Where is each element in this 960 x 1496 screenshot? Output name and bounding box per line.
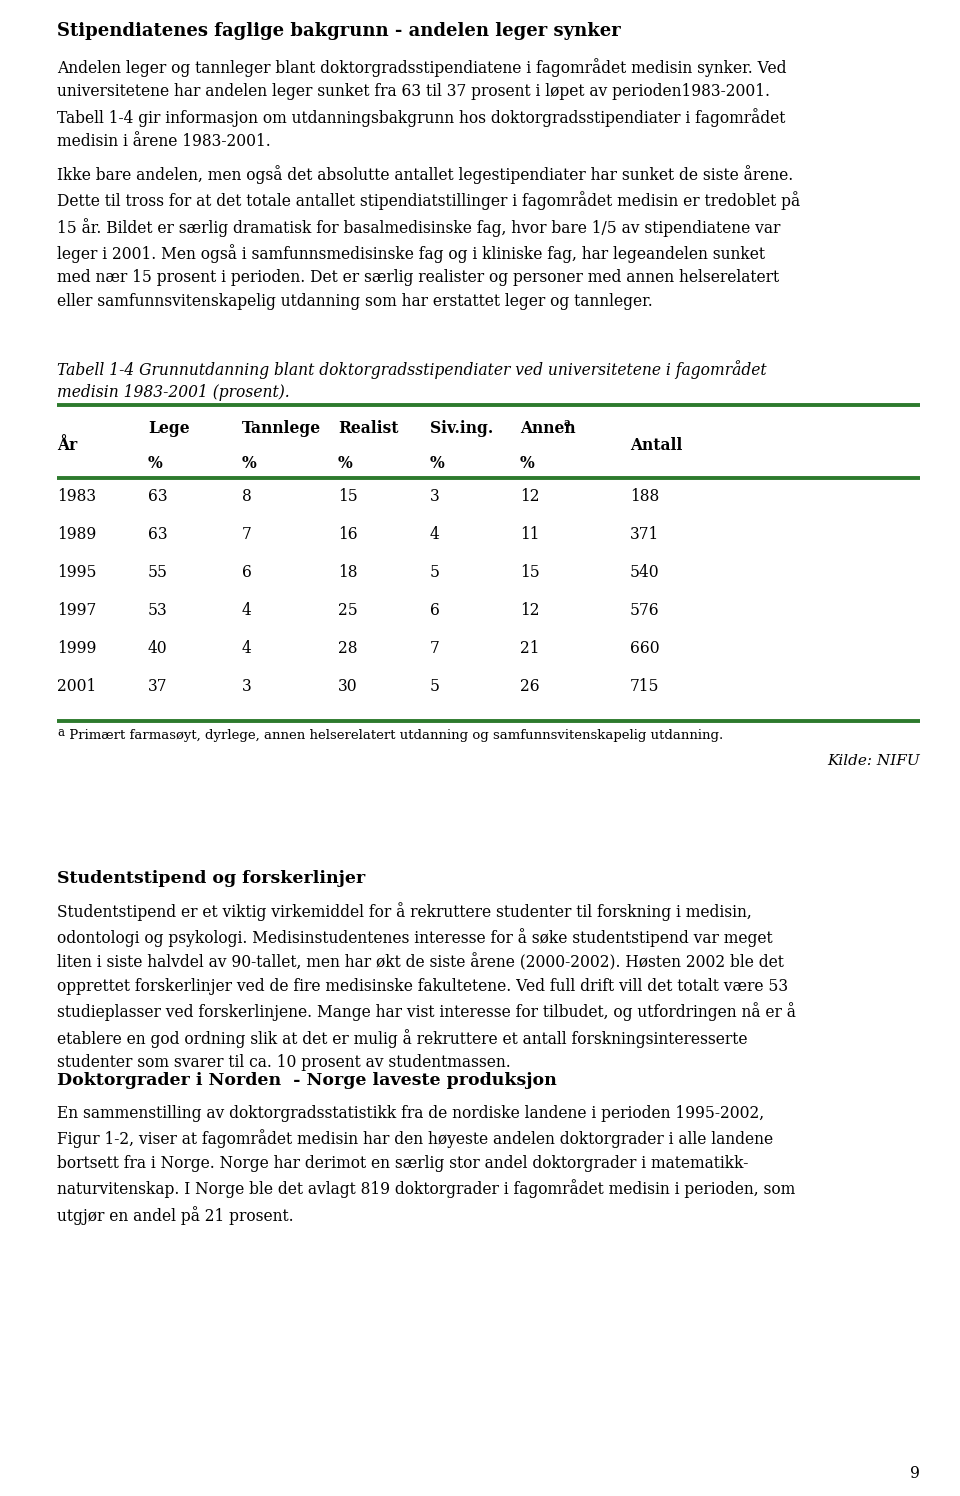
Text: Ikke bare andelen, men også det absolutte antallet legestipendiater har sunket d: Ikke bare andelen, men også det absolutt… [57,165,800,310]
Text: 63: 63 [148,488,168,506]
Text: 8: 8 [242,488,252,506]
Text: 576: 576 [630,601,660,619]
Text: 55: 55 [148,564,168,580]
Text: Andelen leger og tannleger blant doktorgradsstipendiatene i fagområdet medisin s: Andelen leger og tannleger blant doktorg… [57,58,786,150]
Text: 53: 53 [148,601,168,619]
Text: Kilde: NIFU: Kilde: NIFU [828,754,920,767]
Text: Annen: Annen [520,420,576,437]
Text: 15: 15 [338,488,358,506]
Text: 18: 18 [338,564,357,580]
Text: 540: 540 [630,564,660,580]
Text: 2001: 2001 [57,678,96,696]
Text: %: % [520,455,535,473]
Text: 1999: 1999 [57,640,96,657]
Text: 7: 7 [242,527,252,543]
Text: 15: 15 [520,564,540,580]
Text: %: % [430,455,444,473]
Text: 12: 12 [520,601,540,619]
Text: 4: 4 [242,601,252,619]
Text: Studentstipend og forskerlinjer: Studentstipend og forskerlinjer [57,871,365,887]
Text: 30: 30 [338,678,358,696]
Text: 1995: 1995 [57,564,97,580]
Text: 28: 28 [338,640,357,657]
Text: Antall: Antall [630,437,683,453]
Text: Studentstipend er et viktig virkemiddel for å rekruttere studenter til forskning: Studentstipend er et viktig virkemiddel … [57,902,796,1071]
Text: 5: 5 [430,678,440,696]
Text: 3: 3 [242,678,252,696]
Text: 3: 3 [430,488,440,506]
Text: Stipendiatenes faglige bakgrunn - andelen leger synker: Stipendiatenes faglige bakgrunn - andele… [57,22,621,40]
Text: 40: 40 [148,640,168,657]
Text: 37: 37 [148,678,167,696]
Text: Siv.ing.: Siv.ing. [430,420,493,437]
Text: 715: 715 [630,678,660,696]
Text: Tabell 1-4 Grunnutdanning blant doktorgradsstipendiater ved universitetene i fag: Tabell 1-4 Grunnutdanning blant doktorgr… [57,361,767,401]
Text: Tannlege: Tannlege [242,420,322,437]
Text: 25: 25 [338,601,358,619]
Text: 4: 4 [242,640,252,657]
Text: 660: 660 [630,640,660,657]
Text: En sammenstilling av doktorgradsstatistikk fra de nordiske landene i perioden 19: En sammenstilling av doktorgradsstatisti… [57,1106,795,1225]
Text: 371: 371 [630,527,660,543]
Text: 188: 188 [630,488,660,506]
Text: Realist: Realist [338,420,398,437]
Text: %: % [338,455,352,473]
Text: 12: 12 [520,488,540,506]
Text: Lege: Lege [148,420,190,437]
Text: 7: 7 [430,640,440,657]
Text: 6: 6 [430,601,440,619]
Text: %: % [148,455,163,473]
Text: 9: 9 [910,1465,920,1483]
Text: 5: 5 [430,564,440,580]
Text: a: a [564,417,571,428]
Text: Doktorgrader i Norden  - Norge laveste produksjon: Doktorgrader i Norden - Norge laveste pr… [57,1073,557,1089]
Text: 26: 26 [520,678,540,696]
Text: 1997: 1997 [57,601,96,619]
Text: a: a [57,726,64,739]
Text: 4: 4 [430,527,440,543]
Text: Primært farmasøyt, dyrlege, annen helserelatert utdanning og samfunnsvitenskapel: Primært farmasøyt, dyrlege, annen helser… [65,729,723,742]
Text: År: År [57,437,77,453]
Text: 21: 21 [520,640,540,657]
Text: 1989: 1989 [57,527,96,543]
Text: 16: 16 [338,527,358,543]
Text: 11: 11 [520,527,540,543]
Text: 1983: 1983 [57,488,96,506]
Text: 6: 6 [242,564,252,580]
Text: 63: 63 [148,527,168,543]
Text: %: % [242,455,256,473]
